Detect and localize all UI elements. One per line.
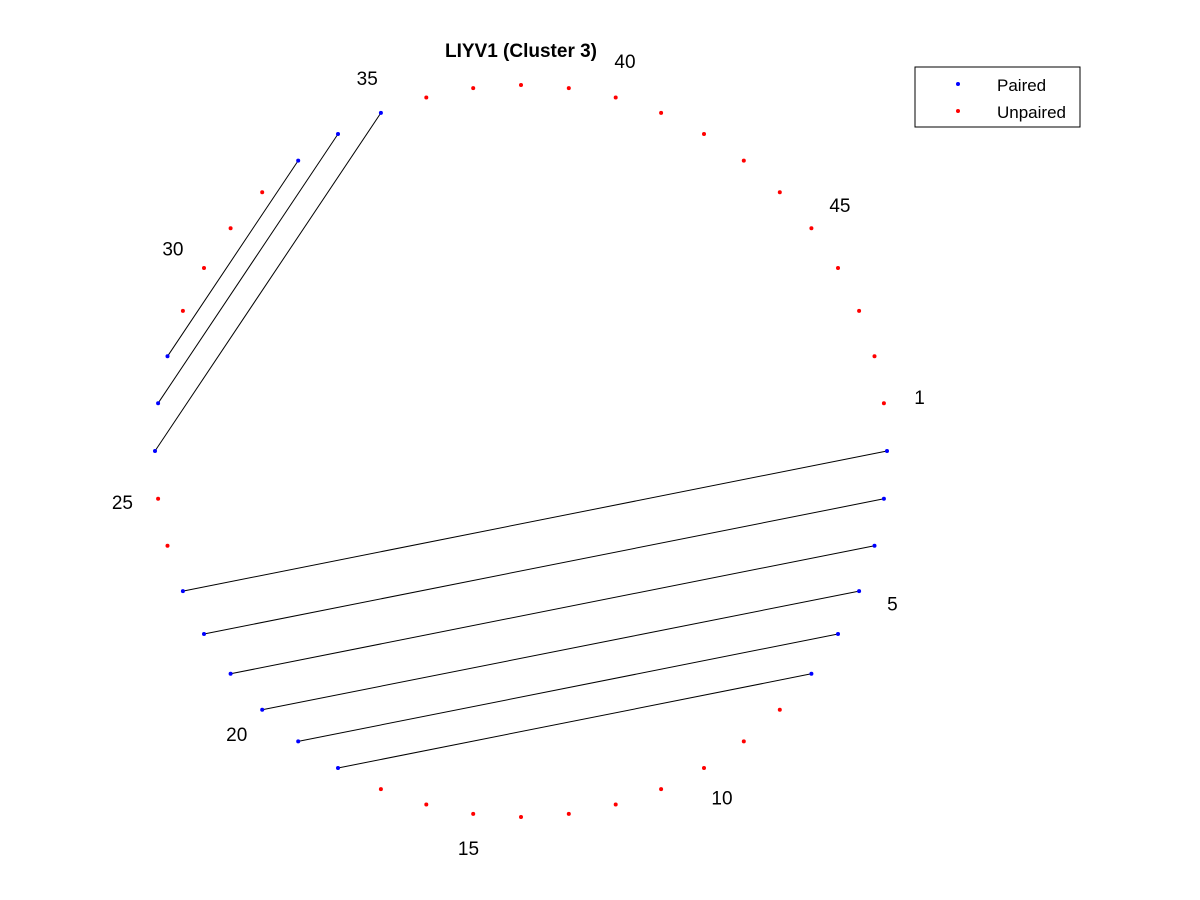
unpaired-point-14 [519,815,523,819]
unpaired-point-42 [702,132,706,136]
index-label-25: 25 [112,493,133,514]
paired-point-35 [378,110,383,115]
unpaired-point-43 [741,158,746,163]
unpaired-point-36 [424,95,429,100]
pair-links [154,112,888,769]
paired-point-28 [165,354,170,359]
index-label-5: 5 [887,594,898,615]
paired-point-26 [153,449,157,453]
legend-marker-unpaired [956,109,960,113]
paired-point-20 [260,707,265,712]
pair-link-27-34 [157,133,339,404]
paired-point-5 [857,589,862,594]
unpaired-point-45 [809,226,814,231]
chart-title: LIYV1 (Cluster 3) [445,41,597,62]
legend-label-paired: Paired [997,76,1046,95]
paired-point-4 [872,543,877,548]
pair-link-6-19 [298,633,839,742]
pair-link-3-22 [203,498,884,635]
paired-point-22 [202,632,206,636]
unpaired-point-37 [471,86,476,91]
pair-link-7-18 [337,673,812,769]
index-label-20: 20 [226,725,247,746]
pair-link-28-33 [167,160,299,357]
legend-label-unpaired: Unpaired [997,103,1066,122]
unpaired-point-9 [741,739,746,744]
paired-point-2 [885,449,889,453]
paired-point-19 [296,739,301,744]
unpaired-point-24 [165,543,170,548]
unpaired-point-17 [378,787,383,792]
unpaired-point-38 [519,83,523,87]
unpaired-point-12 [613,802,618,807]
unpaired-point-31 [228,226,233,231]
unpaired-point-47 [857,308,862,313]
unpaired-point-25 [156,496,161,501]
paired-point-27 [156,401,161,406]
unpaired-point-1 [881,401,886,406]
paired-point-18 [336,766,340,770]
paired-point-23 [180,589,185,594]
unpaired-point-16 [424,802,429,807]
index-label-10: 10 [711,789,732,810]
paired-point-3 [881,496,886,501]
unpaired-point-10 [702,766,706,770]
unpaired-point-15 [471,811,476,816]
unpaired-point-32 [260,190,265,195]
unpaired-point-46 [836,266,840,270]
index-label-15: 15 [458,839,479,860]
unpaired-point-13 [566,811,571,816]
unpaired-point-41 [659,110,664,115]
legend-marker-paired [956,82,960,86]
paired-point-7 [809,671,814,676]
pair-link-26-35 [154,112,382,452]
index-label-45: 45 [829,196,850,217]
unpaired-point-8 [777,707,782,712]
unpaired-point-40 [613,95,618,100]
pair-link-2-23 [182,450,888,592]
index-label-1: 1 [914,388,925,409]
paired-point-21 [228,671,233,676]
pair-link-5-20 [262,590,860,711]
paired-point-34 [336,132,340,136]
unpaired-point-11 [659,787,664,792]
unpaired-point-30 [202,266,206,270]
paired-point-6 [836,632,840,636]
paired-point-33 [296,158,301,163]
unpaired-point-44 [777,190,782,195]
position-points [153,83,889,819]
legend: Paired Unpaired [914,66,1081,128]
index-label-40: 40 [614,52,635,73]
legend-box [914,66,1081,128]
pair-link-4-21 [230,545,875,675]
unpaired-point-29 [180,308,185,313]
index-label-30: 30 [162,240,183,261]
index-label-35: 35 [357,69,378,90]
unpaired-point-39 [566,86,571,91]
unpaired-point-48 [872,354,877,359]
